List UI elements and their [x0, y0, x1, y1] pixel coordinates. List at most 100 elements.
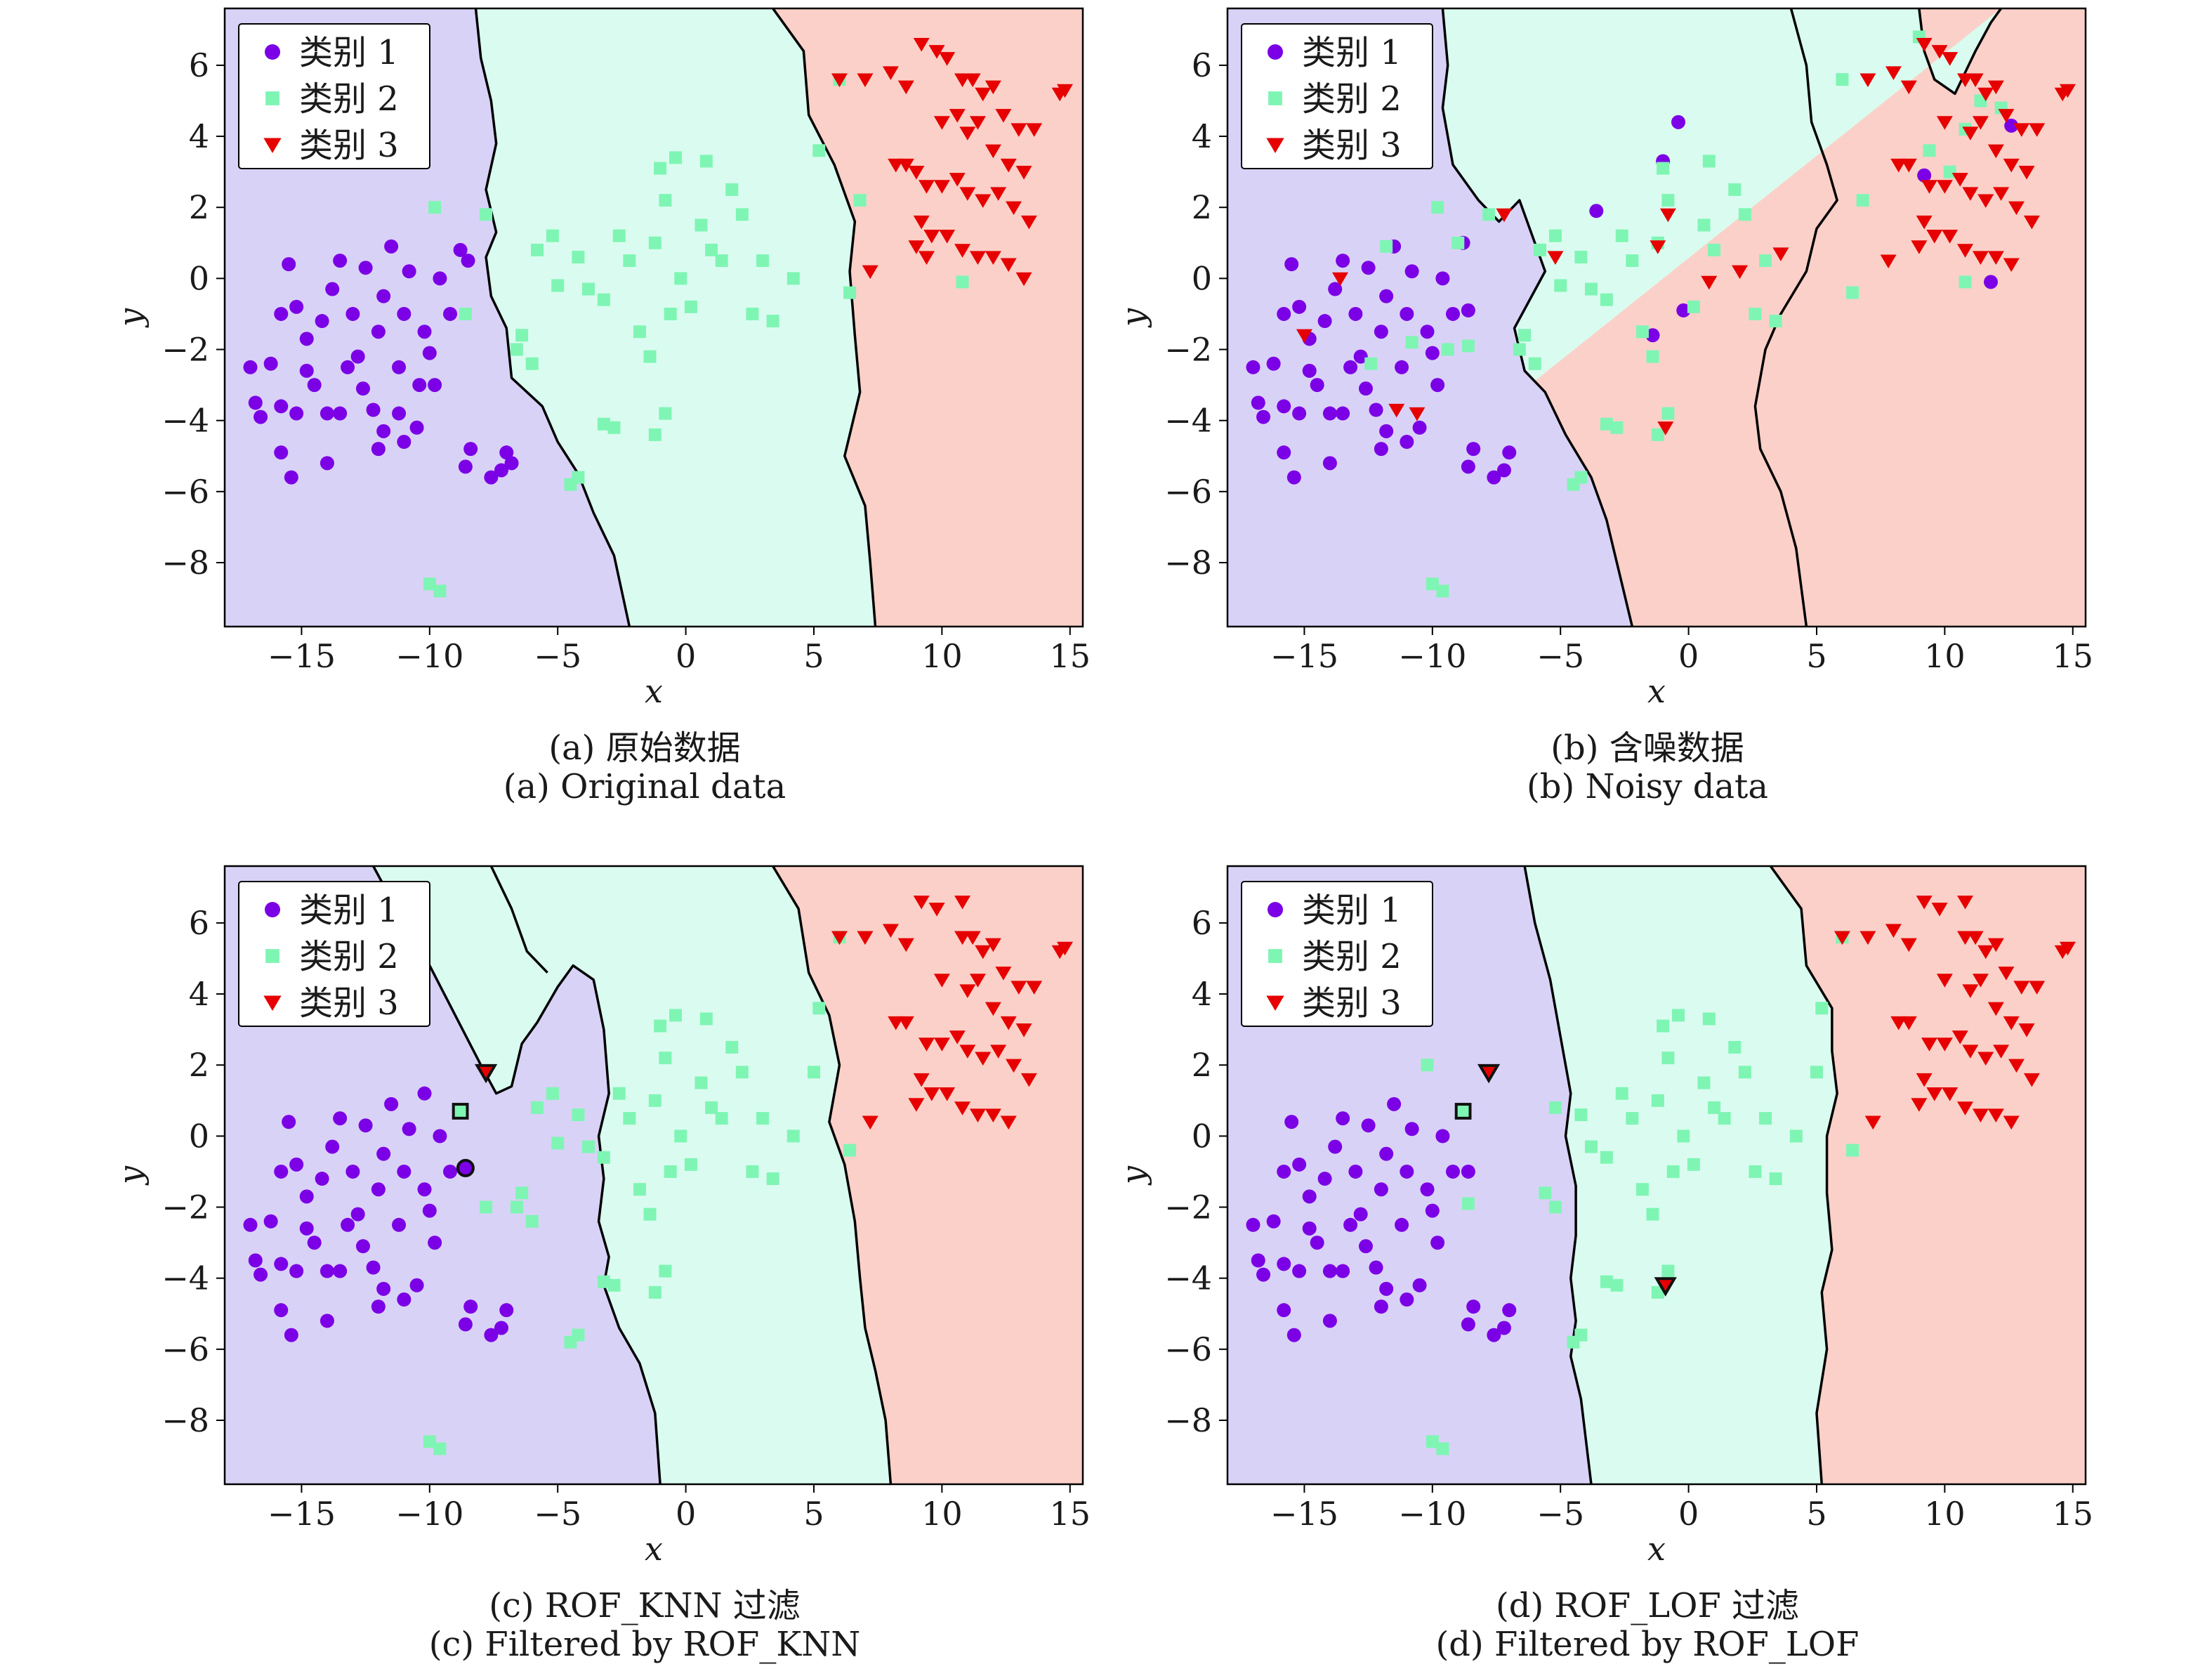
- data-point: [525, 1215, 539, 1228]
- data-point: [654, 1019, 667, 1033]
- data-point: [1749, 1165, 1762, 1178]
- data-point: [1461, 1197, 1475, 1210]
- data-point: [1056, 84, 1073, 98]
- data-point: [1972, 974, 1989, 988]
- data-point: [551, 1137, 565, 1150]
- data-point: [325, 1139, 340, 1154]
- data-point: [2013, 123, 2030, 137]
- y-tick-label: −6: [162, 1330, 209, 1368]
- data-point: [1461, 1164, 1475, 1179]
- data-point: [1962, 1045, 1979, 1059]
- data-point: [812, 144, 826, 157]
- data-point: [1657, 421, 1674, 436]
- axes-frame: [223, 865, 1084, 1486]
- legend-marker-class-3: [263, 995, 282, 1012]
- x-tick-label: 5: [803, 637, 824, 675]
- y-tick-label: 6: [1192, 46, 1212, 84]
- data-point: [607, 421, 621, 434]
- data-point: [1864, 1115, 1881, 1130]
- data-point: [433, 584, 447, 598]
- data-point: [975, 945, 992, 960]
- data-point: [1769, 1172, 1782, 1186]
- data-point: [572, 471, 585, 484]
- data-point: [674, 1130, 687, 1143]
- data-point: [397, 435, 412, 450]
- data-point: [1951, 1030, 1968, 1045]
- data-point: [659, 1264, 672, 1278]
- legend-marker-class-1: [1268, 44, 1283, 60]
- data-point: [882, 924, 899, 938]
- data-point: [1977, 945, 1994, 960]
- x-tick-label: 10: [921, 1495, 963, 1533]
- plot-c: −15 −10 −5 0 5 10 15 −8 −6 −4 −2 0 2 4 6 x y 类别 1 类别 2 类别 3: [112, 865, 1091, 1568]
- data-point: [289, 1264, 304, 1278]
- y-tick-label: −4: [162, 402, 209, 440]
- data-point: [423, 1435, 436, 1448]
- data-point: [1626, 1112, 1639, 1125]
- legend-label-class-1: 类别 1: [299, 891, 399, 930]
- data-point: [1584, 282, 1598, 296]
- data-point: [1256, 1267, 1271, 1282]
- data-point: [1000, 1115, 1017, 1130]
- data-point: [1431, 201, 1444, 214]
- data-point: [1958, 275, 1972, 289]
- data-point: [320, 1264, 334, 1278]
- caption-b-en: (b) Noisy data: [1527, 767, 1768, 806]
- panel-d: −15 −10 −5 0 5 10 15 −8 −6 −4 −2 0 2 4 6 x y 类别 1 类别 2 类别 3…: [1003, 858, 2109, 1676]
- data-point: [1676, 303, 1691, 317]
- data-point: [985, 251, 1001, 265]
- data-point: [1574, 1108, 1588, 1122]
- data-point: [1000, 158, 1017, 173]
- data-point: [1436, 1442, 1449, 1455]
- data-point: [1967, 73, 1984, 88]
- data-point: [1336, 406, 1350, 421]
- data-point: [299, 363, 314, 378]
- data-point: [1666, 1165, 1680, 1178]
- data-point: [350, 1207, 365, 1222]
- data-point: [248, 1253, 263, 1268]
- x-axis-label: x: [645, 672, 663, 710]
- data-point: [954, 244, 971, 258]
- data-point: [1539, 1186, 1552, 1200]
- data-point: [289, 1157, 304, 1172]
- data-point: [1993, 1045, 2010, 1059]
- data-point: [1972, 251, 1989, 265]
- data-point: [315, 1172, 329, 1186]
- data-point: [1412, 420, 1427, 435]
- data-point: [274, 399, 289, 414]
- data-point: [1277, 306, 1291, 321]
- data-point: [715, 254, 728, 268]
- data-point: [694, 218, 708, 232]
- legend-label-class-2: 类别 2: [1302, 937, 1402, 976]
- data-point: [715, 1112, 728, 1125]
- data-point: [392, 360, 407, 374]
- data-point: [1441, 343, 1454, 356]
- data-point: [913, 1073, 930, 1087]
- plot-a: −15 −10 −5 0 5 10 15 −8 −6 −4 −2 0 2 4 6 x y 类别 1 类别 2 类别 3: [112, 7, 1091, 710]
- y-tick-label: −2: [1164, 331, 1212, 369]
- legend-marker-class-3: [1266, 138, 1284, 154]
- y-tick-label: −2: [1164, 1189, 1212, 1226]
- x-tick-label: −5: [534, 637, 581, 675]
- data-point: [1962, 187, 1979, 201]
- decision-boundary-1: [1523, 866, 1593, 1484]
- x-tick-label: −5: [1536, 1495, 1584, 1533]
- legend-marker-class-1: [265, 44, 280, 60]
- data-point: [1292, 1264, 1307, 1278]
- legend-label-class-2: 类别 2: [1302, 79, 1402, 119]
- data-point: [1487, 470, 1501, 485]
- data-point: [1759, 1112, 1772, 1125]
- series-class-3: [831, 895, 1073, 1130]
- data-point: [928, 903, 945, 917]
- data-point: [1246, 360, 1260, 374]
- data-point: [1769, 315, 1782, 328]
- data-point: [366, 402, 381, 417]
- data-point: [1292, 299, 1307, 314]
- data-point: [376, 1281, 391, 1296]
- data-point: [243, 1217, 258, 1232]
- data-point: [263, 356, 278, 371]
- data-point: [2023, 215, 2040, 230]
- data-point: [1951, 173, 1968, 187]
- data-point: [1921, 1037, 1937, 1052]
- data-point: [897, 1016, 914, 1030]
